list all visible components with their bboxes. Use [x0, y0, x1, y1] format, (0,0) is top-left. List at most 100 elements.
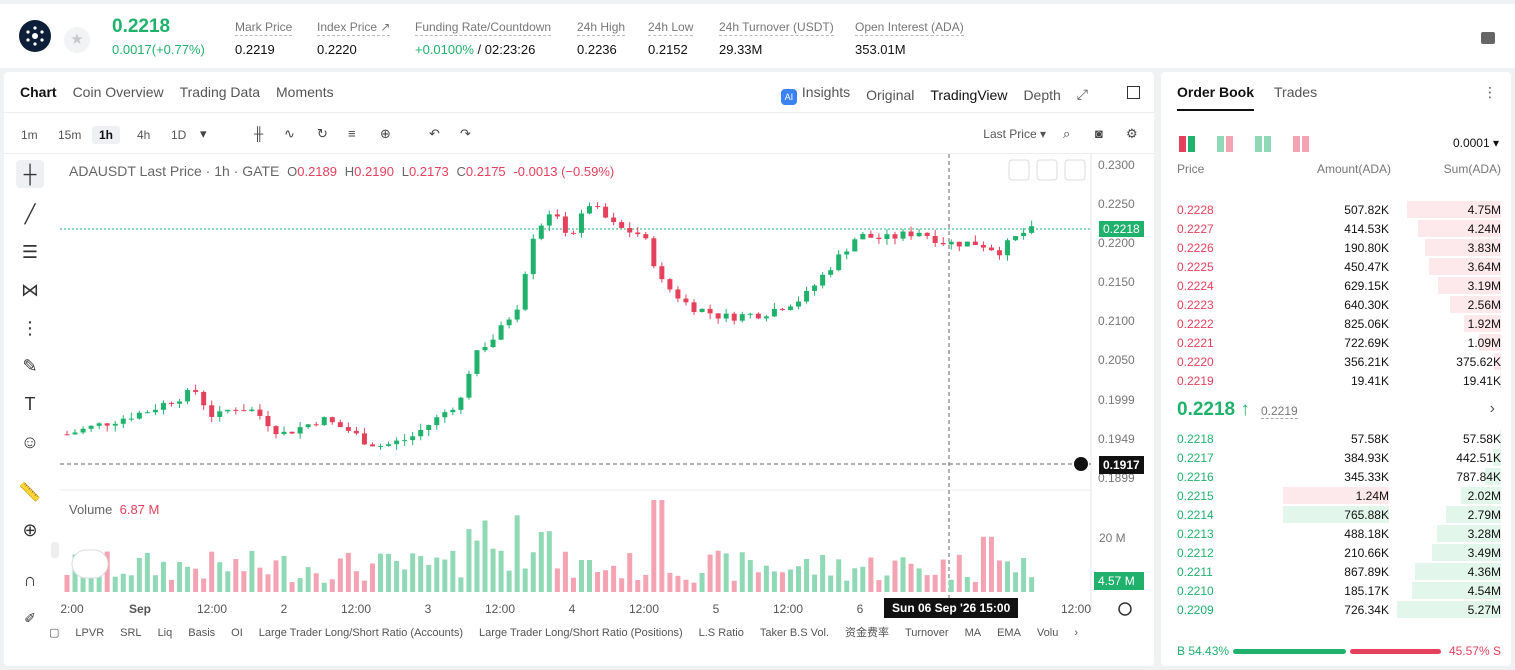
- fib-icon[interactable]: ⋮: [21, 318, 39, 338]
- ask-row[interactable]: 0.2220 356.21K 375.62K: [1161, 352, 1511, 371]
- tab-trades[interactable]: Trades: [1274, 84, 1318, 100]
- interval-dropdown-icon[interactable]: ▾: [200, 126, 207, 141]
- tab-chart[interactable]: Chart: [20, 84, 57, 100]
- bid-row[interactable]: 0.2215 1.24M 2.02M: [1161, 486, 1511, 505]
- sum-cell: 1.09M: [1467, 336, 1501, 350]
- ruler-icon[interactable]: 📏: [18, 482, 42, 502]
- volume-bar: [611, 565, 617, 592]
- favorite-star-icon[interactable]: ★: [64, 27, 90, 53]
- bid-row[interactable]: 0.2212 210.66K 3.49M: [1161, 543, 1511, 562]
- bid-row[interactable]: 0.2214 765.88K 2.79M: [1161, 505, 1511, 524]
- ask-row[interactable]: 0.2221 722.69K 1.09M: [1161, 333, 1511, 352]
- volume-bar: [868, 557, 874, 592]
- indicator-11[interactable]: MA: [964, 627, 982, 639]
- precision-select[interactable]: 0.0001 ▾: [1452, 136, 1499, 150]
- bid-row[interactable]: 0.2211 867.89K 4.36M: [1161, 562, 1511, 581]
- interval-4h[interactable]: 4h: [137, 128, 151, 142]
- bids-only-icon[interactable]: [1217, 136, 1233, 152]
- price-axis-tick: 0.2300: [1098, 158, 1135, 172]
- indicators-icon[interactable]: ∿: [284, 126, 295, 141]
- search-icon[interactable]: ⌕: [1063, 126, 1071, 141]
- ask-row[interactable]: 0.2222 825.06K 1.92M: [1161, 314, 1511, 333]
- indicator-2[interactable]: Liq: [157, 627, 173, 639]
- text-tool-icon[interactable]: T: [24, 394, 36, 414]
- indicator-8[interactable]: Taker B.S Vol.: [759, 627, 829, 639]
- candle-body: [804, 290, 810, 302]
- zoom-icon[interactable]: ⊕: [22, 520, 38, 540]
- camera-icon[interactable]: ◙: [1095, 126, 1103, 141]
- ask-row[interactable]: 0.2223 640.30K 2.56M: [1161, 295, 1511, 314]
- tab-coin-overview[interactable]: Coin Overview: [72, 84, 164, 100]
- indicator-13[interactable]: Volu: [1036, 627, 1059, 639]
- ask-row[interactable]: 0.2224 629.15K 3.19M: [1161, 276, 1511, 295]
- volume-bar: [538, 532, 544, 592]
- indicator-9[interactable]: 资金费率: [844, 627, 889, 639]
- pattern-icon[interactable]: ⋈: [21, 280, 39, 300]
- bid-row[interactable]: 0.2218 57.58K 57.58K: [1161, 429, 1511, 448]
- view-depth[interactable]: Depth: [1023, 86, 1061, 103]
- trendline-icon[interactable]: ╱: [24, 204, 36, 224]
- tab-order-book[interactable]: Order Book: [1177, 84, 1255, 111]
- magnet-icon[interactable]: ∩: [23, 570, 37, 590]
- ask-row[interactable]: 0.2226 190.80K 3.83M: [1161, 238, 1511, 257]
- indicator-7[interactable]: L.S Ratio: [698, 627, 744, 639]
- expand-icon[interactable]: ⤢: [1076, 86, 1088, 102]
- replay-icon[interactable]: ↻: [317, 126, 328, 141]
- brush-icon[interactable]: ✎: [22, 356, 38, 376]
- indicator-0[interactable]: LPVR: [75, 627, 105, 639]
- depth-bar: [1463, 315, 1501, 332]
- indicator-10[interactable]: Turnover: [904, 627, 949, 639]
- interval-1m[interactable]: 1m: [21, 128, 38, 142]
- horizontal-lines-icon[interactable]: ☰: [21, 242, 39, 262]
- undo-icon[interactable]: ↶: [429, 126, 440, 141]
- price-chart[interactable]: 0.2300 0.2250 0.2200 0.2150 0.2100 0.2050 0.19…: [4, 72, 1154, 666]
- both-sides-icon[interactable]: [1179, 136, 1195, 152]
- indicator-1[interactable]: SRL: [120, 627, 142, 639]
- bid-row[interactable]: 0.2216 345.33K 787.84K: [1161, 467, 1511, 486]
- indicator-6[interactable]: Large Trader Long/Short Ratio (Positions…: [479, 627, 683, 639]
- interval-15m[interactable]: 15m: [58, 128, 82, 142]
- bid-row[interactable]: 0.2210 185.17K 4.54M: [1161, 581, 1511, 600]
- window-icon[interactable]: [1127, 86, 1140, 99]
- tab-trading-data[interactable]: Trading Data: [179, 84, 261, 100]
- interval-1d[interactable]: 1D: [171, 128, 187, 142]
- interval-1h[interactable]: 1h: [92, 126, 121, 144]
- view-insights[interactable]: AI Insights: [780, 84, 850, 105]
- add-alert-icon[interactable]: ⊕: [380, 126, 391, 141]
- bid-row[interactable]: 0.2209 726.34K 5.27M: [1161, 600, 1511, 619]
- ask-row[interactable]: 0.2225 450.47K 3.64M: [1161, 257, 1511, 276]
- indicator-3[interactable]: Basis: [188, 627, 216, 639]
- more-icon[interactable]: ⋮: [1483, 84, 1497, 100]
- price-cell: 0.2223: [1177, 298, 1214, 312]
- tab-moments[interactable]: Moments: [276, 84, 334, 100]
- emoji-icon[interactable]: ☺: [20, 432, 40, 452]
- view-tradingview[interactable]: TradingView: [930, 86, 1008, 103]
- book-icon[interactable]: [1481, 32, 1495, 44]
- index-price-stat[interactable]: Index Price ↗ 0.2220: [317, 20, 391, 57]
- view-original[interactable]: Original: [866, 86, 915, 103]
- candle-body: [868, 233, 874, 238]
- chevron-right-icon[interactable]: ›: [1489, 400, 1495, 417]
- candle-body: [739, 314, 745, 321]
- crosshair-icon[interactable]: ┼: [16, 160, 44, 188]
- ask-row[interactable]: 0.2227 414.53K 4.24M: [1161, 219, 1511, 238]
- redo-icon[interactable]: ↷: [460, 126, 471, 141]
- bid-row[interactable]: 0.2213 488.18K 3.28M: [1161, 524, 1511, 543]
- layout-icon[interactable]: ▢: [49, 627, 60, 639]
- settings-gear-icon[interactable]: ⚙: [1126, 126, 1138, 141]
- ask-row[interactable]: 0.2219 19.41K 19.41K: [1161, 371, 1511, 390]
- candle-body: [418, 429, 424, 437]
- templates-icon[interactable]: ≡: [348, 126, 356, 141]
- indicator-5[interactable]: Large Trader Long/Short Ratio (Accounts): [258, 627, 464, 639]
- bid-row[interactable]: 0.2217 384.93K 442.51K: [1161, 448, 1511, 467]
- scroll-right-icon[interactable]: ›: [1074, 627, 1079, 639]
- price-type-select[interactable]: Last Price ▾: [983, 127, 1046, 141]
- funding-rate-stat[interactable]: Funding Rate/Countdown +0.0100% / 02:23:2…: [415, 20, 552, 57]
- depth-mode-icon[interactable]: [1293, 136, 1309, 152]
- pencil-lock-icon[interactable]: ✐: [24, 610, 36, 626]
- ask-row[interactable]: 0.2228 507.82K 4.75M: [1161, 200, 1511, 219]
- candle-type-icon[interactable]: ╫: [254, 126, 264, 141]
- indicator-12[interactable]: EMA: [997, 627, 1021, 639]
- indicator-4[interactable]: OI: [231, 627, 243, 639]
- asks-only-icon[interactable]: [1255, 136, 1271, 152]
